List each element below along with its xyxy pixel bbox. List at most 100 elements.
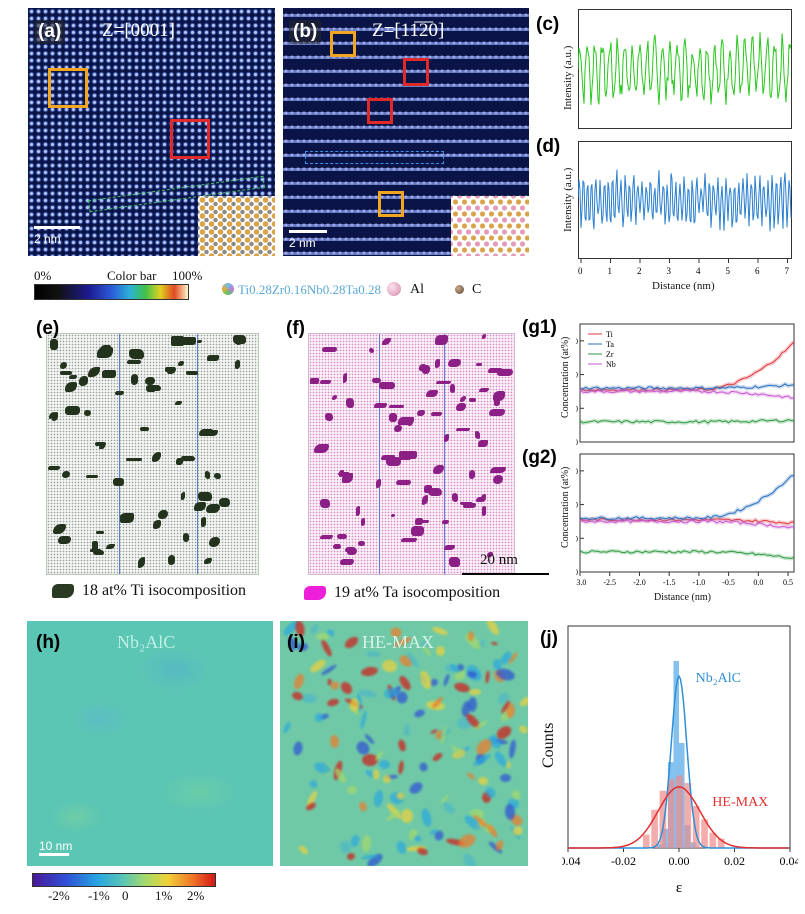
- isosurface-blob: [476, 363, 482, 366]
- yellow-box: [330, 31, 356, 57]
- concentration-line: [579, 419, 795, 424]
- histogram-bar: [673, 660, 679, 848]
- strain-spot: [456, 831, 478, 851]
- concentration-line: [579, 519, 794, 529]
- isosurface-blob: [340, 559, 354, 565]
- isosurface-blob: [183, 533, 189, 542]
- strain-spot: [431, 751, 444, 763]
- hea-composition-label: Ti0.28Zr0.16Nb0.28Ta0.28: [238, 282, 382, 297]
- isosurface-blob: [113, 478, 124, 486]
- x-tick-label: -1.5: [663, 578, 676, 587]
- strain-spot: [360, 665, 379, 678]
- isosurface-blob: [97, 347, 113, 358]
- isosurface-blob: [361, 518, 365, 526]
- isosurface-blob: [171, 336, 184, 346]
- isosurface-blob: [369, 348, 374, 353]
- scale-bar-h: [39, 853, 69, 856]
- strain-spot: [435, 645, 446, 657]
- isosurface-blob: [479, 388, 489, 392]
- c-label: C: [472, 282, 482, 297]
- scale-label-b: 2 nm: [289, 236, 316, 250]
- isosurface-blob: [398, 417, 414, 425]
- scale-bar-f: [462, 573, 549, 575]
- strain-spot: [442, 673, 451, 687]
- isosurface-blob: [198, 492, 212, 501]
- isosurface-blob: [79, 376, 88, 386]
- isosurface-blob: [448, 359, 461, 367]
- scale-label-a: 2 nm: [34, 232, 61, 246]
- colorbar-title: Color bar: [107, 268, 157, 283]
- red-box: [367, 98, 393, 124]
- strain-spot: [518, 694, 528, 709]
- isosurface-blob: [60, 371, 72, 375]
- isosurface-blob: [404, 451, 417, 459]
- ylabel-j: Counts: [540, 722, 557, 768]
- strain-histogram: -0.04 -0.02 0.00 0.02 0.04 Nb₂AlC HE-MAX ε: [562, 625, 798, 896]
- isosurface-blob: [95, 442, 106, 446]
- strain-spot: [361, 834, 372, 853]
- x-tick-label: -2.0: [633, 578, 646, 587]
- scale-label-h: 10 nm: [39, 839, 73, 853]
- isosurface-blob: [204, 558, 212, 564]
- strain-spot: [467, 696, 478, 713]
- isosurface-blob: [178, 361, 184, 366]
- strain-spot: [338, 679, 355, 697]
- isosurface-blob: [209, 537, 220, 547]
- isosurface-blob: [456, 403, 466, 411]
- strain-map-hemax: [280, 621, 528, 866]
- strain-spot: [382, 774, 392, 784]
- isosurface-blob: [203, 430, 218, 436]
- y-tick-label: 10: [576, 534, 578, 543]
- x-tick-label: 0.5: [783, 578, 793, 587]
- panel-label-b: (b): [289, 20, 322, 44]
- isosurface-blob: [235, 338, 242, 345]
- strain-spot: [407, 779, 425, 797]
- isosurface-blob: [396, 480, 411, 485]
- panel-label-j: (j): [540, 628, 558, 649]
- zone-axis-b: Z=[11̅2̅0]: [372, 20, 445, 41]
- x-tick-label: 4: [696, 266, 701, 276]
- isosurface-blob: [450, 384, 455, 393]
- isosurface-blob: [93, 550, 104, 555]
- isosurface-blob: [394, 425, 402, 432]
- histogram-bar: [676, 775, 683, 848]
- legend-label: Ta: [606, 340, 614, 349]
- colorbar-tick-label: 1%: [155, 888, 173, 903]
- x-tick-label: -2.5: [603, 578, 616, 587]
- profile-plot-c: [578, 9, 792, 129]
- isosurface-blob: [381, 455, 395, 460]
- xlabel-g2: Distance (nm): [654, 592, 711, 603]
- scale-bar-a: [34, 226, 80, 229]
- isosurface-blob: [52, 412, 58, 421]
- isosurface-blob: [176, 458, 183, 465]
- strain-spot: [416, 846, 429, 857]
- isosurface-blob: [333, 544, 341, 549]
- strain-spot: [477, 776, 489, 786]
- x-tick-label: 1: [608, 266, 613, 276]
- isosurface-blob: [129, 349, 144, 359]
- isosurface-blob: [475, 431, 480, 439]
- strain-spot: [297, 844, 310, 856]
- isosurface-blob: [320, 380, 331, 384]
- strain-spot: [394, 839, 409, 856]
- isosurface-blob: [181, 337, 196, 345]
- strain-map-nb2alc: 10 nm: [27, 621, 273, 866]
- x-tick-label: -1.0: [693, 578, 706, 587]
- isosurface-blob: [444, 434, 449, 442]
- isosurface-blob: [106, 544, 115, 549]
- isosurface-blob: [219, 498, 230, 507]
- isosurface-blob: [175, 401, 182, 405]
- isosurface-blob: [342, 473, 353, 483]
- strain-spot: [441, 800, 457, 816]
- histogram-bar: [717, 838, 725, 848]
- isosurface-blob: [419, 364, 426, 371]
- isosurface-blob: [58, 536, 71, 544]
- strain-spot: [439, 725, 448, 746]
- series-label-nb2alc: Nb₂AlC: [696, 671, 741, 686]
- isosurface-blob: [391, 514, 395, 517]
- y-tick-label: 10: [576, 404, 578, 413]
- atom-model-inset: [451, 196, 529, 256]
- isosurface-blob: [497, 369, 513, 376]
- strain-spot: [329, 734, 340, 749]
